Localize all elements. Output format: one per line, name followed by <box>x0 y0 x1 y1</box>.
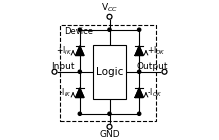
Text: Logic: Logic <box>96 67 123 77</box>
Text: V$_{CC}$: V$_{CC}$ <box>101 1 118 14</box>
Circle shape <box>108 28 111 31</box>
Polygon shape <box>135 88 143 98</box>
Text: +I$_{OK}$: +I$_{OK}$ <box>147 45 166 57</box>
Text: Input: Input <box>51 61 75 71</box>
Circle shape <box>162 69 167 74</box>
Bar <box>94 45 125 99</box>
Polygon shape <box>135 46 143 55</box>
Circle shape <box>78 112 81 115</box>
Circle shape <box>78 28 81 31</box>
Polygon shape <box>76 46 84 55</box>
Circle shape <box>107 14 112 19</box>
Text: +I$_{IK}$: +I$_{IK}$ <box>56 45 72 57</box>
Polygon shape <box>76 88 84 98</box>
Circle shape <box>52 69 57 74</box>
Text: -I$_{IK}$: -I$_{IK}$ <box>59 87 72 99</box>
Text: GND: GND <box>99 130 120 139</box>
Circle shape <box>108 112 111 115</box>
Circle shape <box>138 28 141 31</box>
Circle shape <box>138 70 141 73</box>
Bar <box>60 25 156 121</box>
Text: Output: Output <box>136 61 168 71</box>
Circle shape <box>78 70 81 73</box>
Circle shape <box>107 124 112 129</box>
Text: -I$_{OK}$: -I$_{OK}$ <box>147 87 162 99</box>
Circle shape <box>138 112 141 115</box>
Text: Device: Device <box>64 27 93 36</box>
